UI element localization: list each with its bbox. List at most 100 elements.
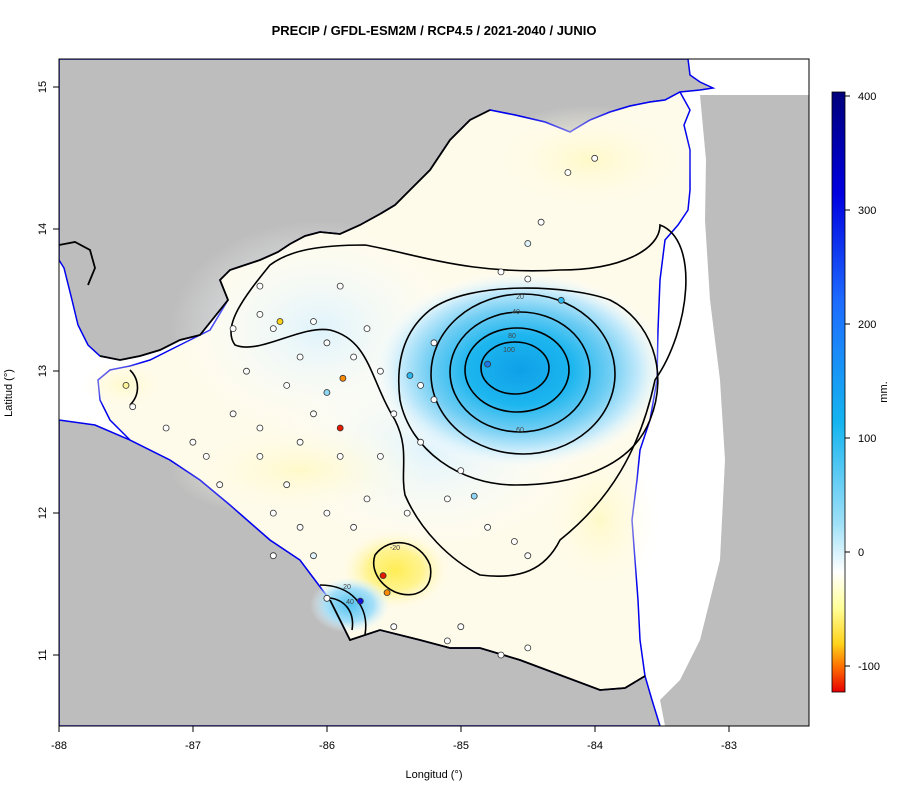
- station-marker: [406, 372, 414, 379]
- legend-unit-label: mm.: [878, 381, 890, 402]
- chart-title: PRECIP / GFDL-ESM2M / RCP4.5 / 2021-2040…: [272, 23, 597, 38]
- station-marker: [310, 552, 317, 560]
- station-marker: [457, 623, 465, 631]
- station-marker: [484, 523, 492, 531]
- station-marker: [310, 410, 317, 418]
- station-marker: [336, 424, 344, 432]
- contour-label: 60: [516, 427, 524, 434]
- station-marker: [256, 452, 264, 460]
- colorbar: [831, 91, 846, 693]
- station-marker: [269, 509, 277, 517]
- station-marker: [296, 353, 304, 361]
- precip-field: [80, 105, 700, 633]
- station-marker: [524, 240, 532, 247]
- x-axis-label: Longitud (°): [406, 769, 463, 781]
- station-marker: [511, 538, 518, 545]
- y-tick-label: 15: [37, 81, 49, 93]
- station-marker: [122, 381, 130, 389]
- x-tick-label: -85: [453, 740, 469, 752]
- station-marker: [484, 360, 492, 368]
- station-marker: [269, 325, 277, 333]
- x-tick-label: -88: [51, 740, 67, 752]
- y-axis: 11 12 13 14 15: [37, 81, 59, 661]
- station-marker: [189, 438, 197, 446]
- y-tick-label: 13: [37, 365, 49, 377]
- x-tick-label: -86: [319, 740, 335, 752]
- station-marker: [457, 467, 465, 475]
- station-marker: [256, 282, 264, 290]
- y-axis-label: Latitud (°): [3, 369, 15, 417]
- east-outside: [660, 95, 809, 726]
- station-marker: [591, 154, 599, 162]
- station-marker: [323, 509, 331, 517]
- station-marker: [202, 452, 210, 460]
- legend-tick-label: 200: [858, 319, 876, 331]
- station-marker: [283, 481, 291, 489]
- contour-label: 20: [516, 294, 524, 301]
- station-marker: [269, 552, 277, 560]
- station-marker: [524, 552, 532, 560]
- map-area: 20 40 60 80 100 -20 20 40: [59, 59, 809, 726]
- legend-tick-label: 400: [858, 91, 876, 103]
- contour-lines: [129, 223, 687, 636]
- station-marker: [323, 339, 331, 347]
- y-tick-label: 12: [37, 507, 49, 519]
- station-marker: [376, 452, 384, 460]
- legend-tick-label: 300: [858, 205, 876, 217]
- station-marker: [310, 318, 317, 325]
- contour-label: 80: [508, 333, 516, 340]
- station-marker: [296, 438, 304, 446]
- station-marker: [350, 353, 358, 361]
- station-marker: [524, 644, 532, 652]
- legend-tick-label: 100: [858, 433, 876, 445]
- station-marker: [497, 651, 505, 659]
- station-marker: [216, 481, 224, 489]
- station-marker: [417, 438, 425, 446]
- station-marker: [296, 523, 304, 531]
- legend-tick-label: -100: [858, 661, 880, 673]
- station-marker: [557, 296, 565, 304]
- station-marker: [323, 389, 331, 396]
- contour-label: -20: [390, 545, 400, 552]
- station-marker: [129, 403, 137, 411]
- contour-label: 20: [343, 584, 351, 591]
- station-marker: [323, 594, 331, 602]
- stations: [122, 154, 599, 659]
- station-marker: [390, 410, 398, 418]
- station-marker: [403, 509, 411, 517]
- color-legend: 400 300 200 100 0 -100 mm.: [831, 91, 890, 693]
- x-axis: -88 -87 -86 -85 -84 -83: [51, 726, 737, 752]
- x-tick-label: -83: [721, 740, 737, 752]
- station-marker: [390, 623, 398, 631]
- station-marker: [376, 367, 384, 375]
- station-marker: [356, 597, 364, 605]
- country-borders: [59, 109, 646, 691]
- station-marker: [283, 381, 291, 389]
- x-tick-label: -87: [185, 740, 201, 752]
- station-marker: [363, 325, 371, 333]
- station-marker: [379, 572, 387, 579]
- plot-frame: [58, 58, 810, 727]
- station-marker: [417, 381, 425, 389]
- station-marker: [336, 452, 344, 460]
- station-marker: [497, 268, 505, 276]
- station-marker: [430, 339, 438, 347]
- station-marker: [162, 424, 170, 432]
- station-marker: [443, 495, 451, 503]
- contour-label: 100: [503, 347, 515, 354]
- station-marker: [470, 492, 478, 500]
- y-tick-label: 11: [37, 649, 49, 660]
- station-marker: [383, 589, 391, 596]
- station-marker: [363, 495, 371, 503]
- legend-tick-label: 0: [858, 547, 864, 559]
- station-marker: [256, 310, 264, 318]
- station-marker: [243, 367, 250, 375]
- station-marker: [537, 218, 545, 226]
- x-tick-label: -84: [587, 740, 603, 752]
- station-marker: [430, 396, 438, 404]
- station-marker: [524, 275, 532, 283]
- station-marker: [564, 169, 572, 176]
- station-marker: [256, 424, 264, 432]
